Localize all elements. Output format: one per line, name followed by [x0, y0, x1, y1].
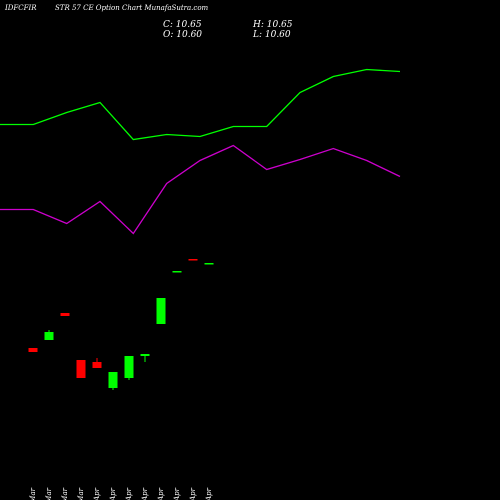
- open-text: O: 10.60: [163, 30, 202, 40]
- x-tick-label: 07 Apr: [141, 487, 149, 500]
- x-tick-label: 15 Apr: [173, 487, 181, 500]
- low-text: L: 10.60: [252, 30, 291, 40]
- candle-body: [108, 372, 118, 388]
- line-series: [0, 68, 401, 141]
- x-tick-label: 04 Apr: [125, 487, 133, 500]
- candle-body: [140, 354, 150, 356]
- candle-body: [172, 271, 182, 273]
- chart-title-left: IDFCFIR: [4, 4, 37, 12]
- x-tick-label: 02 Apr: [109, 487, 117, 500]
- candle-body: [156, 298, 166, 324]
- x-tick-label: 25 Mar: [61, 487, 69, 500]
- x-tick-label: 08 Apr: [157, 487, 165, 500]
- candle-body: [28, 348, 38, 352]
- close-text: C: 10.65: [163, 20, 202, 30]
- candle-body: [124, 356, 134, 378]
- candle-body: [188, 259, 198, 261]
- x-tick-label: 24 Mar: [45, 487, 53, 500]
- x-tick-label: 01 Apr: [93, 487, 101, 500]
- x-tick-label: 24 Apr: [205, 487, 213, 500]
- chart-title: STR 57 CE Option Chart MunafaSutra.com: [55, 4, 209, 12]
- line-series: [0, 144, 401, 235]
- x-tick-label: 28 Mar: [77, 487, 85, 500]
- candle-body: [204, 263, 214, 265]
- high-text: H: 10.65: [252, 20, 293, 30]
- x-tick-label: 27 Mar: [29, 487, 37, 500]
- candle-body: [60, 313, 70, 316]
- candle-body: [44, 332, 54, 340]
- candle-body: [76, 360, 86, 378]
- x-tick-label: 22 Apr: [189, 487, 197, 500]
- candle-body: [92, 362, 102, 368]
